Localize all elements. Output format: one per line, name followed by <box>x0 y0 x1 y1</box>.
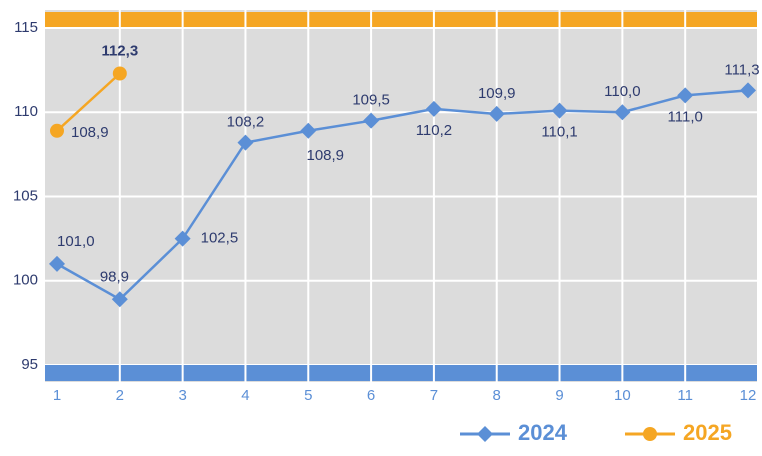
series-line <box>56 89 749 301</box>
data-label: 110,0 <box>604 83 640 100</box>
data-label: 108,9 <box>71 124 109 141</box>
x-tick-label: 10 <box>614 387 631 404</box>
data-label: 98,9 <box>100 268 129 285</box>
legend-label: 2024 <box>518 420 568 445</box>
marker <box>363 112 380 129</box>
x-tick-label: 5 <box>304 387 312 404</box>
marker <box>677 87 694 104</box>
series-line <box>56 72 121 132</box>
top-band <box>45 12 757 27</box>
x-tick-label: 8 <box>493 387 501 404</box>
marker <box>614 104 631 121</box>
x-tick-label: 7 <box>430 387 438 404</box>
marker <box>300 122 317 139</box>
x-tick-label: 11 <box>677 387 693 404</box>
data-label: 110,1 <box>541 124 577 141</box>
legend-marker <box>477 426 493 442</box>
marker <box>237 134 254 151</box>
marker <box>551 102 568 119</box>
data-label: 101,0 <box>57 233 95 250</box>
data-label: 109,5 <box>352 92 390 109</box>
data-label: 111,3 <box>724 61 759 78</box>
legend-label: 2025 <box>683 420 732 445</box>
bottom-band <box>45 365 757 381</box>
marker <box>112 66 127 81</box>
vertical-grid <box>118 10 687 382</box>
data-label: 102,5 <box>201 230 239 247</box>
x-tick-label: 12 <box>740 387 757 404</box>
y-tick-label: 110 <box>14 103 38 120</box>
marker <box>425 100 442 117</box>
data-label: 111,0 <box>668 108 703 125</box>
marker <box>50 123 64 138</box>
y-tick-label: 105 <box>13 187 38 204</box>
marker <box>740 82 756 99</box>
x-tick-label: 1 <box>53 387 61 404</box>
y-tick-label: 115 <box>14 19 38 36</box>
legend-marker <box>643 427 657 441</box>
data-label: 108,9 <box>306 147 344 164</box>
x-tick-label: 3 <box>178 387 186 404</box>
data-label: 112,3 <box>101 42 138 59</box>
x-tick-label: 9 <box>555 387 563 404</box>
marker <box>49 255 65 272</box>
data-label: 110,2 <box>416 122 452 139</box>
x-tick-label: 2 <box>116 387 124 404</box>
y-tick-label: 100 <box>13 272 38 289</box>
x-tick-label: 6 <box>367 387 375 404</box>
marker <box>111 291 128 308</box>
marker <box>488 105 505 122</box>
y-tick-label: 95 <box>21 356 38 373</box>
data-label: 109,9 <box>478 85 516 102</box>
marker <box>174 230 191 247</box>
x-tick-label: 4 <box>241 387 249 404</box>
data-label: 108,2 <box>227 114 265 131</box>
